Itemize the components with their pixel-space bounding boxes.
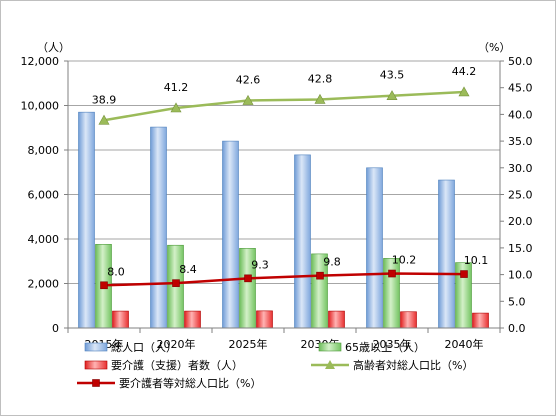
legend-marker [325,360,335,369]
legend-marker [92,379,100,387]
right-tick-label: 35.0 [508,135,533,148]
bar [438,179,455,329]
left-axis-unit: （人） [37,41,70,54]
line-point [172,279,180,287]
legend-label: 要介護（支援）者数（人） [111,358,243,372]
legend-swatch [84,360,108,370]
data-label: 43.5 [380,69,405,82]
data-label: 42.6 [236,74,261,87]
data-label: 9.8 [323,256,341,269]
bar [328,310,345,329]
legend-swatch [318,342,342,352]
line-point [316,271,324,280]
left-tick-label: 2,000 [28,278,60,291]
bar [112,310,129,329]
data-label: 41.2 [164,81,189,94]
right-tick-label: 0.0 [508,322,526,335]
line-point [170,102,182,113]
x-tick-label: 2040年 [445,337,484,351]
left-tick-label: 0 [52,322,59,335]
legend-swatch [84,342,108,352]
left-tick-label: 8,000 [28,144,60,157]
line-point [458,86,470,97]
bar-series [78,111,489,329]
right-tick-label: 50.0 [508,55,533,68]
legend-label: 要介護者等対総人口比（%） [119,376,261,390]
data-label: 10.1 [464,254,489,267]
bar [78,111,95,329]
right-tick-label: 25.0 [508,189,533,202]
right-tick-label: 15.0 [508,242,533,255]
bar [294,154,311,329]
left-tick-label: 6,000 [28,189,60,202]
data-label: 8.4 [179,263,197,276]
bar [366,167,383,329]
bar [472,312,489,329]
data-label: 8.0 [107,265,125,278]
x-tick-label: 2020年 [157,337,196,351]
left-tick-label: 12,000 [21,55,60,68]
right-tick-label: 10.0 [508,269,533,282]
x-tick-label: 2035年 [373,337,412,351]
right-tick-label: 40.0 [508,108,533,121]
line-point [242,94,254,105]
line-point [460,270,468,278]
bar [400,311,417,329]
legend-label: 65歳以上（人） [345,341,425,354]
series-line [103,90,465,122]
gridlines [68,60,500,284]
line-series [98,86,470,290]
data-label: 38.9 [92,93,117,106]
line-point [388,269,396,278]
bar [184,310,201,329]
line-point [98,114,110,125]
data-label: 42.8 [308,72,333,85]
data-label: 10.2 [392,254,417,267]
series-line [103,272,465,287]
line-point [314,93,326,104]
right-tick-label: 20.0 [508,215,533,228]
axes: 0 2,000 4,000 6,000 8,000 10,000 12,000 0.0 5.0 1… [21,41,533,351]
left-tick-label: 10,000 [21,100,60,113]
line-point [100,281,108,290]
x-tick-label: 2025年 [229,337,268,351]
bar [256,310,273,329]
legend-label: 総人口（人） [111,340,177,354]
data-label: 9.3 [251,258,269,271]
right-tick-label: 45.0 [508,82,533,95]
legend-label: 高齢者対総人口比（%） [353,358,473,372]
bar [222,140,239,329]
data-labels: 38.9 41.2 42.6 42.8 43.5 44.2 8.0 8.4 9.3 9.8 10.2… [92,65,489,278]
legend: 総人口（人） 65歳以上（人） 要介護（支援）者数（人） 高齢者対総人口比（%） 要介護… [77,340,473,390]
bar [383,258,400,329]
right-tick-label: 5.0 [508,295,526,308]
line-point [386,90,398,101]
bar [150,126,167,329]
right-axis-unit: （%） [478,41,510,54]
left-tick-label: 4,000 [28,233,60,246]
data-label: 44.2 [452,65,477,78]
right-tick-label: 30.0 [508,162,533,175]
line-point [244,274,252,283]
